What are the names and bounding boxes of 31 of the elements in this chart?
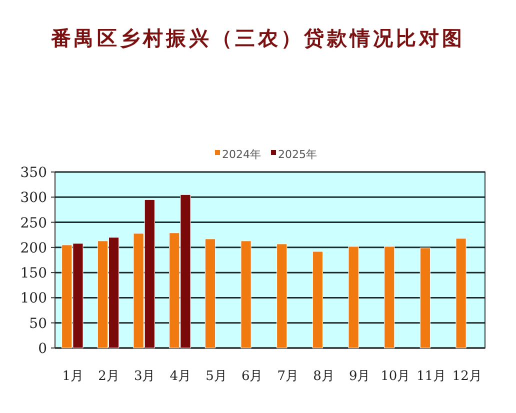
y-tick-label: 100 [20,290,47,307]
y-tick-label: 50 [29,316,47,332]
x-tick-label: 9月 [348,369,370,384]
x-tick-label: 6月 [241,369,263,384]
bar [276,244,288,348]
bar [204,238,216,348]
x-tick-label: 11月 [416,369,446,384]
bar [240,240,252,348]
y-tick-label: 250 [20,215,47,232]
x-tick-label: 12月 [452,369,482,384]
x-tick-label: 4月 [170,369,192,384]
x-tick-label: 10月 [380,369,410,384]
x-tick-label: 5月 [206,369,227,384]
y-tick-label: 300 [20,190,47,206]
legend-label: 2025年 [278,148,317,161]
x-tick-label: 3月 [134,369,156,384]
chart-title: 番禺区乡村振兴（三农）贷款情况比对图 [50,26,465,50]
x-tick-label: 1月 [62,369,84,384]
x-tick-label: 7月 [277,369,299,384]
bar [312,251,323,348]
bar [384,246,395,348]
bar [456,238,466,348]
y-tick-label: 150 [20,266,47,282]
legend-label: 2024年 [222,148,261,161]
y-tick-label: 350 [20,165,47,181]
y-tick-label: 200 [20,240,47,256]
x-tick-label: 2月 [98,369,120,384]
y-tick-label: 0 [38,341,47,357]
bar [348,246,359,348]
bar [420,248,430,348]
x-tick-label: 8月 [313,369,334,384]
